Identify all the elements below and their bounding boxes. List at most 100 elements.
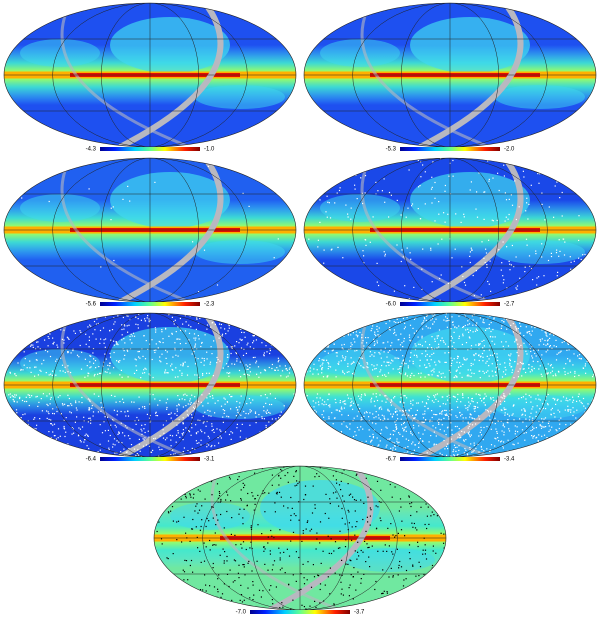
pixel-dot <box>450 357 452 359</box>
pixel-dot <box>244 452 246 454</box>
pixel-dot <box>594 163 596 165</box>
pixel-dot <box>447 213 449 215</box>
pixel-dot <box>156 598 158 600</box>
pixel-dot <box>239 443 241 445</box>
pixel-dot <box>249 411 251 413</box>
pixel-dot <box>465 329 467 331</box>
pixel-dot <box>411 443 413 445</box>
pixel-dot <box>173 584 175 586</box>
pixel-dot <box>247 440 249 442</box>
pixel-dot <box>546 373 548 375</box>
pixel-dot <box>426 314 429 316</box>
pixel-dot <box>324 350 326 352</box>
pixel-dot <box>203 358 205 360</box>
pixel-dot <box>329 443 331 445</box>
pixel-dot <box>435 552 437 554</box>
pixel-dot <box>429 365 431 367</box>
pixel-dot <box>518 206 520 208</box>
pixel-dot <box>564 321 567 323</box>
colorbar-scale <box>100 147 200 151</box>
pixel-dot <box>247 587 249 589</box>
pixel-dot <box>319 542 321 544</box>
pixel-dot <box>24 413 26 415</box>
pixel-dot <box>246 447 248 450</box>
colorbar-max: -2.0 <box>504 147 515 153</box>
pixel-dot <box>268 421 270 423</box>
pixel-dot <box>164 439 167 441</box>
pixel-dot <box>446 317 448 319</box>
pixel-dot <box>149 319 151 322</box>
pixel-dot <box>35 359 37 361</box>
pixel-dot <box>409 339 411 341</box>
pixel-dot <box>224 398 226 400</box>
pixel-dot <box>517 442 519 444</box>
pixel-dot <box>384 374 386 376</box>
pixel-dot <box>306 422 308 424</box>
pixel-dot <box>177 326 179 328</box>
pixel-dot <box>328 552 330 554</box>
pixel-dot <box>566 349 568 351</box>
pixel-dot <box>238 513 240 515</box>
pixel-dot <box>567 432 569 434</box>
pixel-dot <box>450 340 452 342</box>
pixel-dot <box>398 602 400 604</box>
colorbar-min: -6.0 <box>386 302 397 308</box>
pixel-dot <box>492 220 494 222</box>
pixel-dot <box>443 319 445 321</box>
pixel-dot <box>290 514 292 517</box>
pixel-dot <box>81 402 83 404</box>
pixel-dot <box>88 313 90 315</box>
pixel-dot <box>230 352 232 355</box>
pixel-dot <box>559 197 561 199</box>
pixel-dot <box>471 249 473 251</box>
pixel-dot <box>398 357 400 359</box>
pixel-dot <box>193 333 196 335</box>
pixel-dot <box>361 394 363 396</box>
pixel-dot <box>389 350 391 352</box>
pixel-dot <box>506 328 508 330</box>
pixel-dot <box>9 331 11 333</box>
pixel-dot <box>485 395 487 397</box>
pixel-dot <box>539 425 541 427</box>
pixel-dot <box>310 287 312 289</box>
pixel-dot <box>8 361 11 363</box>
pixel-dot <box>378 407 381 409</box>
pixel-dot <box>532 426 534 428</box>
pixel-dot <box>211 506 213 508</box>
pixel-dot <box>412 565 414 567</box>
pixel-dot <box>417 541 419 543</box>
pixel-dot <box>481 241 483 243</box>
pixel-dot <box>184 361 186 363</box>
pixel-dot <box>556 430 558 432</box>
ecliptic-gap <box>60 313 191 457</box>
pixel-dot <box>302 530 304 532</box>
sky-map <box>3 2 297 148</box>
pixel-dot <box>456 327 458 329</box>
pixel-dot <box>583 447 585 449</box>
pixel-dot <box>558 435 560 437</box>
pixel-dot <box>485 371 487 373</box>
pixel-dot <box>217 497 219 499</box>
pixel-dot <box>187 415 190 417</box>
pixel-dot <box>90 422 92 424</box>
pixel-dot <box>121 334 123 336</box>
pixel-dot <box>522 362 524 365</box>
pixel-dot <box>467 374 469 376</box>
pixel-dot <box>557 164 560 166</box>
pixel-dot <box>573 411 575 413</box>
pixel-dot <box>467 422 469 424</box>
pixel-dot <box>462 335 464 337</box>
pixel-dot <box>412 424 415 426</box>
pixel-dot <box>386 398 388 400</box>
pixel-dot <box>350 560 352 562</box>
pixel-dot <box>57 437 59 439</box>
pixel-dot <box>415 471 417 473</box>
pixel-dot <box>453 396 455 398</box>
pixel-dot <box>317 424 319 426</box>
pixel-dot <box>249 363 251 366</box>
pixel-dot <box>50 373 52 375</box>
pixel-dot <box>283 348 285 350</box>
pixel-dot <box>226 573 229 575</box>
pixel-dot <box>65 315 68 317</box>
pixel-dot <box>556 446 558 448</box>
